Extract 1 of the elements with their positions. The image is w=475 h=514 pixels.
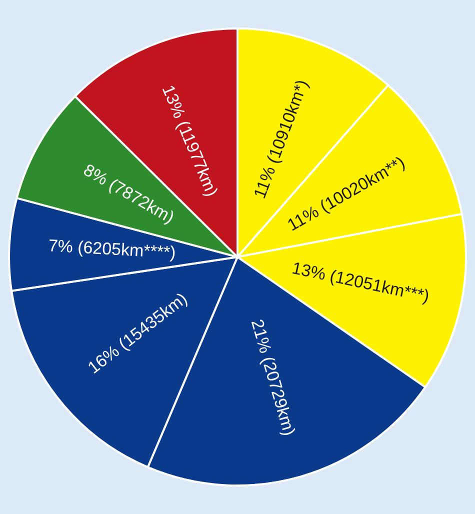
data-label: 7% (6205km****) — [48, 236, 176, 262]
